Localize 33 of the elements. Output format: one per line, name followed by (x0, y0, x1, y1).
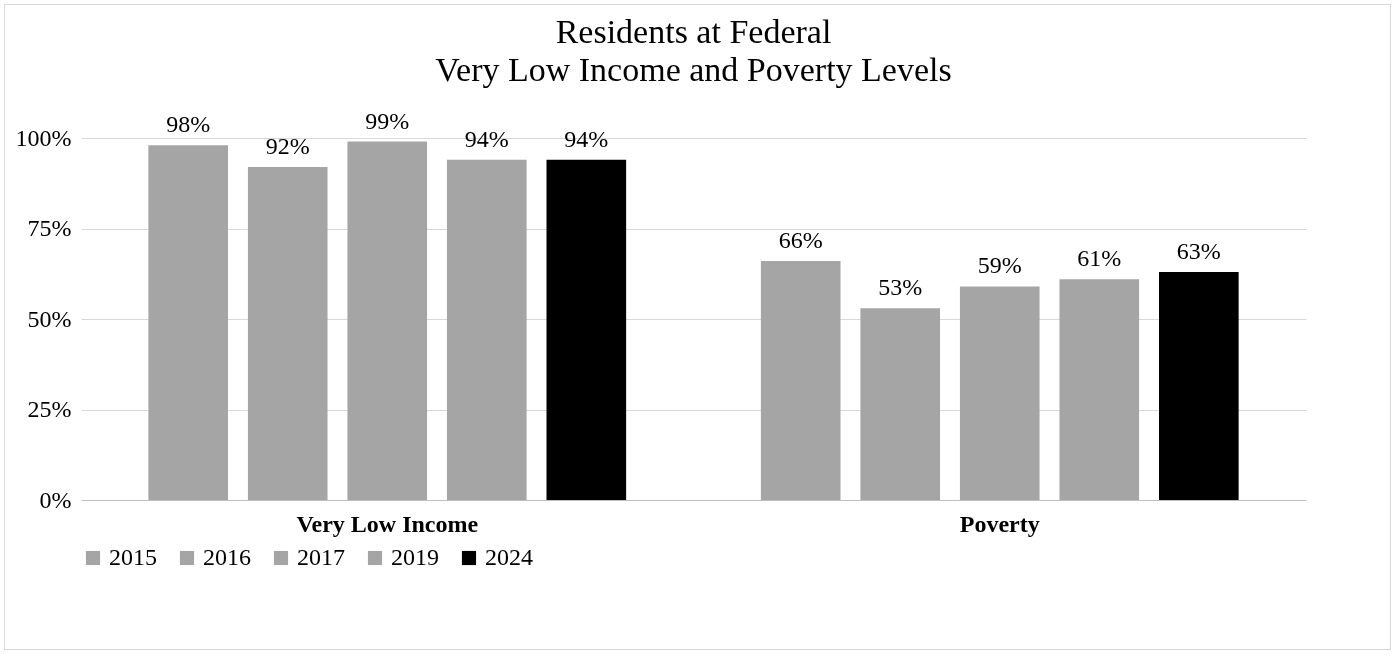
bar (247, 166, 328, 500)
data-label: 94% (564, 125, 609, 152)
y-tick-label: 50% (27, 305, 72, 332)
bar (1159, 271, 1239, 500)
x-tick-label: Very Low Income (296, 510, 479, 537)
bar (1059, 279, 1140, 500)
y-tick-label: 75% (27, 215, 72, 241)
bar (959, 286, 1040, 500)
y-tick-label: 0% (39, 486, 72, 513)
data-label: 53% (878, 274, 923, 301)
legend-label: 2016 (203, 544, 251, 570)
y-tick-label: 100% (15, 124, 72, 151)
legend-label: 2024 (485, 544, 533, 570)
legend-label: 2015 (109, 544, 157, 570)
data-label: 63% (1176, 237, 1221, 264)
bar (148, 145, 228, 500)
data-label: 61% (1077, 245, 1122, 272)
bar (446, 159, 527, 500)
bar (347, 141, 428, 500)
data-label: 59% (977, 252, 1022, 279)
chart-title: Residents at Federal Very Low Income and Poverty Levels (435, 12, 952, 88)
x-tick-label: Poverty (959, 510, 1040, 537)
bar (760, 261, 841, 500)
bar (860, 308, 941, 500)
data-label: 94% (464, 125, 509, 152)
data-label: 92% (265, 132, 310, 159)
legend-label: 2019 (391, 544, 439, 570)
y-tick-label: 25% (27, 396, 72, 422)
bar (546, 159, 627, 500)
data-label: 99% (365, 107, 410, 134)
legend-label: 2017 (297, 544, 345, 570)
data-label: 98% (166, 111, 211, 138)
data-label: 66% (778, 227, 823, 254)
